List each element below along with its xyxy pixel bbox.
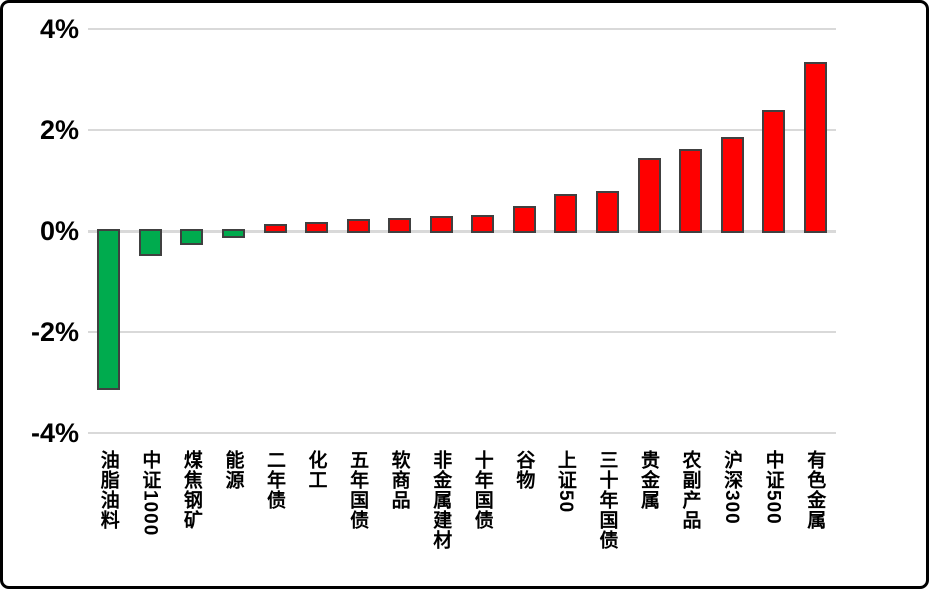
- candle-body: [762, 109, 786, 233]
- x-axis-category-label: 上证50: [554, 450, 576, 514]
- candle-body: [471, 215, 495, 233]
- x-axis-category-label: 三十年国债: [596, 450, 618, 550]
- candle-body: [554, 193, 578, 233]
- gridline: [88, 28, 836, 30]
- gridline: [88, 229, 836, 233]
- x-axis-category-label: 二年债: [264, 450, 285, 510]
- x-axis-category-label: 油脂油料: [97, 450, 119, 530]
- x-axis-category-label: 有色金属: [804, 450, 826, 530]
- y-axis-tick-label: -2%: [30, 317, 79, 347]
- x-axis-category-label: 贵金属: [638, 450, 659, 510]
- candle-body: [595, 191, 619, 233]
- candle-body: [138, 229, 162, 257]
- x-axis-category-label: 煤焦钢矿: [180, 450, 202, 530]
- x-axis-category-label: 中证500: [762, 450, 784, 525]
- candle-body: [429, 216, 453, 233]
- x-axis-category-label: 农副产品: [679, 450, 701, 530]
- candle-body: [97, 229, 121, 390]
- candle-body: [346, 218, 370, 233]
- y-axis-tick-label: 4%: [39, 14, 79, 44]
- x-axis-category-label: 十年国债: [471, 450, 493, 530]
- y-axis-tick-label: -4%: [30, 418, 79, 448]
- y-axis-tick-label: 2%: [39, 115, 79, 145]
- y-axis-tick-label: 0%: [39, 216, 79, 246]
- x-axis-category-label: 非金属建材: [430, 450, 452, 550]
- x-axis-category-label: 谷物: [513, 450, 535, 490]
- gridline: [88, 129, 836, 131]
- candle-body: [305, 222, 329, 233]
- x-axis-category-label: 沪深300: [721, 450, 743, 525]
- gridline: [88, 432, 836, 434]
- candle-body: [388, 217, 412, 233]
- x-axis-category-label: 能源: [222, 450, 244, 490]
- x-axis-category-label: 中证1000: [139, 450, 161, 537]
- x-axis-category-label: 化工: [305, 450, 327, 490]
- candle-body: [720, 137, 744, 233]
- candle-body: [637, 158, 661, 233]
- candle-body: [221, 229, 245, 239]
- gridline: [88, 331, 836, 333]
- candle-body: [512, 206, 536, 233]
- candle-body: [803, 62, 827, 233]
- x-axis-category-label: 软商品: [388, 450, 410, 510]
- candle-body: [180, 229, 204, 246]
- x-axis-category-label: 五年国债: [347, 450, 369, 530]
- candle-body: [263, 223, 287, 233]
- candle-body: [679, 149, 703, 233]
- candlestick-chart: 4% 2% 0% -2% -4% 油脂油料 中证1000 煤焦钢矿 能源 二年债 化工 五年国债 软商品…: [3, 3, 926, 586]
